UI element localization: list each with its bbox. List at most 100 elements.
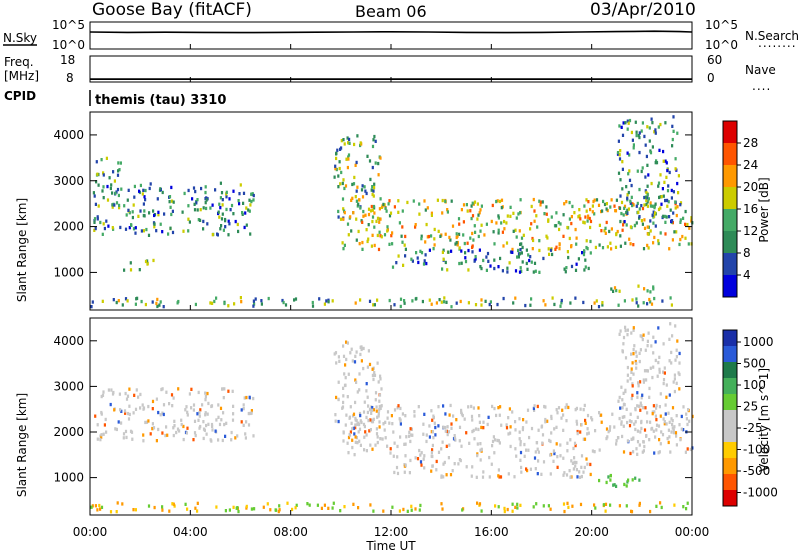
echo-cell <box>585 457 588 461</box>
echo-cell <box>320 506 323 510</box>
echo-cell <box>674 358 677 362</box>
echo-cell <box>369 418 372 422</box>
echo-cell <box>555 245 558 249</box>
echo-cell <box>631 298 634 302</box>
colorbar-segment <box>723 143 737 166</box>
echo-cell <box>153 213 156 218</box>
echo-cell <box>547 247 550 251</box>
echo-cell <box>186 410 189 414</box>
echo-cell <box>434 425 437 430</box>
echo-cell <box>500 206 503 210</box>
echo-cell <box>679 438 682 442</box>
echo-cell <box>111 203 114 207</box>
echo-cell <box>499 475 503 479</box>
echo-cell <box>632 243 635 247</box>
echo-cell <box>100 158 103 162</box>
echo-cell <box>104 417 107 422</box>
echo-cell <box>372 138 375 142</box>
noise-panel: N.Sky 10^5 10^0 10^5 10^0 N.Search .....… <box>3 18 799 52</box>
echo-cell <box>651 375 654 380</box>
echo-cell <box>551 252 554 257</box>
echo-cell <box>267 296 270 301</box>
echo-cell <box>187 217 190 221</box>
echo-cell <box>664 159 667 163</box>
echo-cell <box>409 439 412 444</box>
echo-cell <box>551 296 554 300</box>
echo-cell <box>556 465 559 469</box>
echo-cell <box>660 505 663 510</box>
echo-cell <box>459 299 462 304</box>
cpid-panel: themis (tau) 3310 <box>89 90 226 108</box>
echo-cell <box>374 443 377 447</box>
echo-cell <box>410 504 413 508</box>
echo-cell <box>488 455 491 460</box>
echo-cell <box>619 219 622 224</box>
echo-cell <box>205 198 208 202</box>
echo-cell <box>147 404 150 409</box>
echo-cell <box>344 376 347 380</box>
echo-cell <box>626 127 629 131</box>
echo-cell <box>568 200 571 205</box>
echo-cell <box>234 219 237 224</box>
echo-cell <box>380 235 383 239</box>
echo-cell <box>371 219 374 224</box>
echo-cell <box>660 202 663 206</box>
echo-cell <box>665 175 668 179</box>
echo-cell <box>204 185 207 189</box>
echo-cell <box>672 428 675 432</box>
echo-cell <box>548 252 551 256</box>
echo-cell <box>672 115 675 119</box>
echo-cell <box>663 180 666 184</box>
echo-cell <box>675 381 678 385</box>
colorbar-segment <box>723 458 737 475</box>
echo-cell <box>182 424 185 429</box>
echo-cell <box>393 205 396 209</box>
echo-cell <box>414 456 417 460</box>
echo-cell <box>443 300 446 304</box>
echo-cell <box>631 138 634 142</box>
echo-cell <box>366 410 369 415</box>
echo-cell <box>636 452 639 456</box>
echo-cell <box>224 434 227 438</box>
echo-cell <box>225 195 228 199</box>
echo-cell <box>198 410 201 415</box>
echo-cell <box>386 225 389 229</box>
x-tick-label: 00:00 <box>73 525 108 539</box>
echo-cell <box>574 464 577 468</box>
echo-cell <box>516 255 519 259</box>
echo-cell <box>641 222 644 226</box>
echo-cell <box>161 431 164 435</box>
echo-cell <box>173 424 176 428</box>
echo-cell <box>340 139 343 143</box>
echo-cell <box>621 415 624 419</box>
echo-cell <box>478 211 481 215</box>
echo-cell <box>604 509 607 513</box>
echo-cell <box>140 299 143 304</box>
echo-cell <box>172 433 175 438</box>
y-tick-label: 1000 <box>53 265 84 279</box>
echo-cell <box>100 412 103 416</box>
echo-cell <box>348 141 351 145</box>
echo-cell <box>371 406 374 410</box>
echo-cell <box>511 509 514 513</box>
echo-cell <box>120 187 123 191</box>
echo-cell <box>361 220 364 224</box>
echo-cell <box>585 209 588 213</box>
echo-cell <box>479 265 482 269</box>
echo-cell <box>570 245 573 249</box>
echo-cell <box>528 435 531 440</box>
echo-cell <box>674 200 677 204</box>
echo-cell <box>626 193 629 197</box>
echo-cell <box>659 442 662 446</box>
echo-cell <box>365 382 368 386</box>
echo-cell <box>118 392 121 396</box>
echo-cell <box>371 373 374 378</box>
echo-cell <box>505 221 508 225</box>
echo-cell <box>672 129 675 133</box>
echo-cell <box>555 408 558 412</box>
echo-cell <box>419 460 423 464</box>
echo-cell <box>519 211 522 215</box>
echo-cell <box>553 451 556 456</box>
echo-cell <box>348 433 352 437</box>
y-tick-label: 2000 <box>53 220 84 234</box>
